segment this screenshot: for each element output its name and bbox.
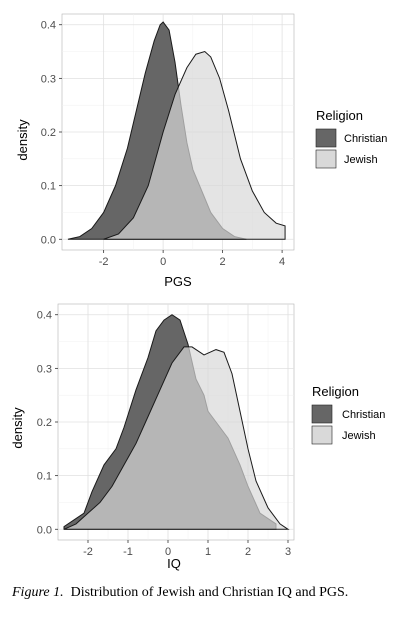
legend: Religion Christian Jewish (311, 384, 385, 445)
figure-label: Figure 1. (12, 585, 64, 600)
iq-density-chart: -2 -1 0 1 2 3 0.0 0.1 0.2 0.3 0.4 IQ density Reli… (10, 303, 385, 571)
legend-title: Religion (316, 108, 363, 123)
legend-label-christian: Christian (342, 409, 385, 421)
x-tick-label: 1 (205, 546, 211, 558)
x-axis-ticks: -2 -1 0 1 2 3 (83, 540, 291, 558)
pgs-density-chart: -2 0 2 4 0.0 0.1 0.2 0.3 0.4 PGS density Religi… (15, 13, 387, 289)
legend-label-jewish: Jewish (344, 154, 378, 166)
y-axis-title: density (10, 407, 25, 449)
y-tick-label: 0.4 (41, 20, 56, 32)
legend-label-christian: Christian (344, 133, 387, 145)
x-axis-title: PGS (164, 274, 192, 289)
y-tick-label: 0.1 (41, 181, 56, 193)
x-tick-label: -1 (123, 546, 133, 558)
figure-caption-text: Distribution of Jewish and Christian IQ … (70, 585, 349, 600)
legend-title: Religion (312, 384, 359, 399)
x-tick-label: 0 (165, 546, 171, 558)
legend-label-jewish: Jewish (342, 430, 376, 442)
y-axis-title: density (15, 119, 30, 161)
figure-caption: Figure 1. Distribution of Jewish and Chr… (12, 584, 404, 602)
y-tick-label: 0.2 (37, 417, 52, 429)
x-tick-label: 3 (285, 546, 291, 558)
density-areas (63, 314, 290, 530)
y-axis-ticks: 0.0 0.1 0.2 0.3 0.4 (37, 310, 58, 536)
x-tick-label: 0 (160, 256, 166, 268)
y-tick-label: 0.2 (41, 127, 56, 139)
legend-swatch-jewish (315, 149, 337, 169)
x-tick-label: -2 (83, 546, 93, 558)
density-area-jewish (103, 50, 286, 240)
legend-swatch-christian (315, 128, 337, 148)
y-tick-label: 0.3 (37, 363, 52, 375)
y-axis-ticks: 0.0 0.1 0.2 0.3 0.4 (41, 20, 62, 246)
x-axis-ticks: -2 0 2 4 (99, 250, 285, 268)
y-tick-label: 0.0 (37, 524, 52, 536)
x-tick-label: 2 (245, 546, 251, 558)
x-tick-label: -2 (99, 256, 109, 268)
legend-swatch-christian (311, 404, 333, 424)
y-tick-label: 0.1 (37, 471, 52, 483)
x-tick-label: 2 (220, 256, 226, 268)
y-tick-label: 0.4 (37, 310, 52, 322)
density-areas (67, 21, 286, 240)
x-tick-label: 4 (279, 256, 285, 268)
legend-swatch-jewish (311, 425, 333, 445)
x-axis-title: IQ (167, 556, 181, 571)
y-tick-label: 0.0 (41, 234, 56, 246)
density-area-jewish (63, 346, 290, 530)
legend: Religion Christian Jewish (315, 108, 387, 169)
y-tick-label: 0.3 (41, 73, 56, 85)
